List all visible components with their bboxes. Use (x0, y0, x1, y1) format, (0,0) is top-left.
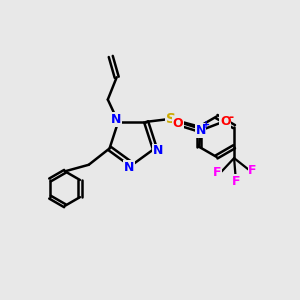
Text: +: + (202, 120, 210, 130)
Text: F: F (248, 164, 257, 177)
Text: N: N (111, 113, 121, 126)
Text: N: N (153, 144, 163, 157)
Text: S: S (166, 112, 176, 126)
Text: O: O (173, 117, 183, 130)
Text: O: O (220, 115, 230, 128)
Text: N: N (124, 161, 134, 174)
Text: F: F (232, 175, 240, 188)
Text: F: F (213, 167, 222, 179)
Text: -: - (229, 111, 234, 124)
Text: N: N (195, 124, 206, 137)
